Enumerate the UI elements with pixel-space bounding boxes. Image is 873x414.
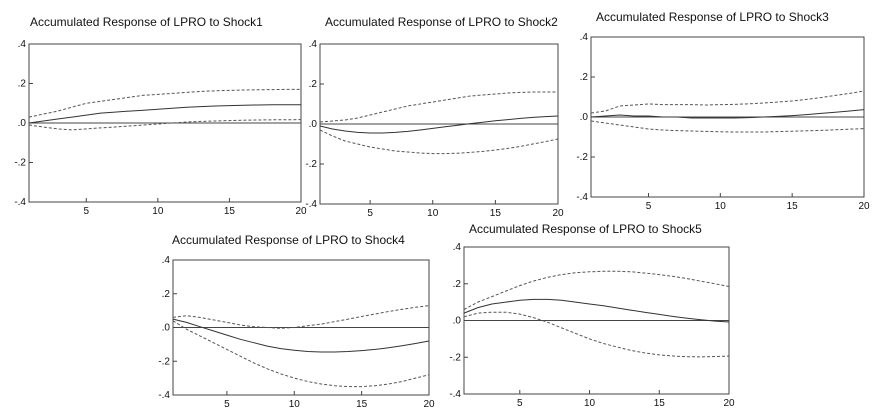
lower-band-line — [590, 120, 865, 133]
chart-panel-4: Accumulated Response of LPRO to Shock4.4… — [158, 233, 435, 410]
x-tick-label: 15 — [787, 201, 799, 212]
upper-band-line — [172, 305, 430, 329]
y-tick-label: .2 — [309, 79, 318, 90]
y-tick-label: .4 — [18, 39, 27, 50]
chart-title: Accumulated Response of LPRO to Shock2 — [325, 15, 558, 29]
y-tick-label: .0 — [18, 118, 27, 129]
chart-panel-3: Accumulated Response of LPRO to Shock3 .4… — [576, 10, 870, 212]
y-tick-label: -.4 — [576, 192, 588, 203]
lower-band-line — [319, 129, 559, 155]
lower-band-line — [463, 311, 730, 358]
upper-band-line — [463, 270, 730, 310]
y-tick-label: -.2 — [158, 356, 170, 367]
y-tick-label: -.2 — [305, 159, 317, 170]
y-tick-label: .4 — [453, 242, 462, 253]
y-tick-label: .0 — [453, 316, 462, 327]
x-tick-label: 20 — [723, 398, 735, 409]
y-tick-label: .4 — [580, 32, 589, 43]
y-tick-label: .2 — [162, 289, 171, 300]
response-line — [172, 318, 430, 353]
x-tick-label: 10 — [427, 208, 439, 219]
x-tick-label: 20 — [423, 399, 435, 410]
y-tick-label: -.4 — [158, 390, 170, 401]
y-tick-label: .4 — [162, 255, 171, 266]
x-tick-label: 5 — [224, 399, 230, 410]
x-tick-label: 5 — [646, 201, 652, 212]
lower-band-line — [28, 119, 302, 131]
y-tick-label: -.2 — [576, 152, 588, 163]
chart-title: Accumulated Response of LPRO to Shock1 — [30, 15, 263, 29]
upper-band-line — [28, 88, 301, 118]
y-tick-label: -.2 — [449, 352, 461, 363]
x-tick-label: 10 — [715, 201, 727, 212]
x-tick-label: 20 — [295, 206, 307, 217]
y-tick-label: -.2 — [14, 158, 26, 169]
x-tick-label: 15 — [654, 398, 666, 409]
x-tick-label: 20 — [552, 208, 564, 219]
chart-title: Accumulated Response of LPRO to Shock3 — [596, 10, 829, 24]
y-tick-label: .4 — [309, 39, 318, 50]
response-line — [28, 104, 301, 124]
response-line — [319, 115, 559, 134]
x-tick-label: 10 — [152, 206, 164, 217]
y-tick-label: .0 — [309, 119, 318, 130]
y-tick-label: -.4 — [305, 199, 317, 210]
x-tick-label: 20 — [858, 201, 870, 212]
x-tick-label: 15 — [490, 208, 502, 219]
y-tick-label: -.4 — [14, 197, 26, 208]
x-tick-label: 5 — [517, 398, 523, 409]
x-tick-label: 5 — [367, 208, 373, 219]
response-line — [463, 298, 730, 323]
x-tick-label: 15 — [356, 399, 368, 410]
y-tick-label: -.4 — [449, 389, 461, 400]
chart-panel-5: Accumulated Response of LPRO to Shock5 .4… — [449, 222, 735, 409]
chart-title: Accumulated Response of LPRO to Shock4 — [172, 233, 405, 247]
y-tick-label: .2 — [580, 72, 589, 83]
y-tick-label: .2 — [18, 79, 27, 90]
chart-panel-2: Accumulated Response of LPRO to Shock2 .4… — [305, 15, 564, 219]
chart-title: Accumulated Response of LPRO to Shock5 — [469, 222, 702, 236]
y-tick-label: .0 — [162, 323, 171, 334]
x-tick-label: 10 — [584, 398, 596, 409]
x-tick-label: 5 — [83, 206, 89, 217]
upper-band-line — [590, 90, 865, 114]
y-tick-label: .2 — [453, 279, 462, 290]
y-tick-label: .0 — [580, 112, 589, 123]
chart-panel-1: Accumulated Response of LPRO to Shock1.4… — [14, 15, 307, 217]
upper-band-line — [319, 91, 558, 123]
x-tick-label: 15 — [224, 206, 236, 217]
x-tick-label: 10 — [289, 399, 301, 410]
response-line — [590, 109, 865, 119]
lower-band-line — [172, 320, 430, 388]
